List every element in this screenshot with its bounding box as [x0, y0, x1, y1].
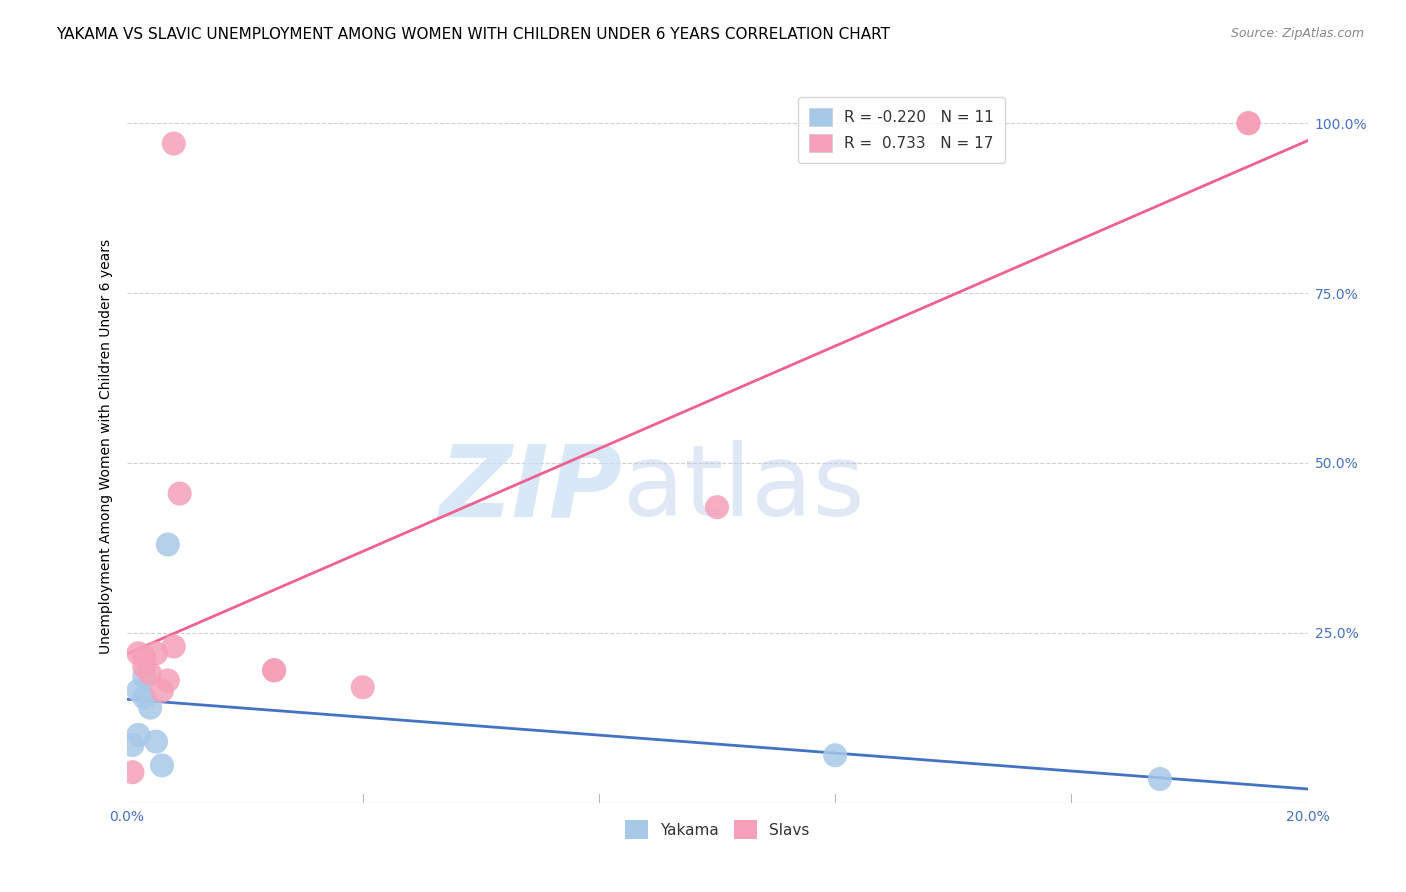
Point	[134, 690, 156, 705]
Text: Source: ZipAtlas.com: Source: ZipAtlas.com	[1230, 27, 1364, 40]
Point	[134, 670, 156, 684]
Point	[127, 728, 149, 742]
Point	[156, 537, 179, 551]
Point	[121, 738, 143, 752]
Point	[1149, 772, 1171, 786]
Point	[163, 640, 186, 654]
Point	[263, 663, 285, 677]
Point	[145, 646, 167, 660]
Point	[824, 748, 846, 763]
Point	[150, 683, 173, 698]
Point	[134, 660, 156, 674]
Point	[169, 486, 191, 500]
Point	[156, 673, 179, 688]
Text: atlas: atlas	[623, 441, 865, 537]
Text: YAKAMA VS SLAVIC UNEMPLOYMENT AMONG WOMEN WITH CHILDREN UNDER 6 YEARS CORRELATIO: YAKAMA VS SLAVIC UNEMPLOYMENT AMONG WOME…	[56, 27, 890, 42]
Point	[145, 734, 167, 748]
Point	[163, 136, 186, 151]
Point	[263, 663, 285, 677]
Point	[127, 646, 149, 660]
Point	[352, 680, 374, 694]
Point	[1237, 116, 1260, 130]
Point	[150, 758, 173, 772]
Text: ZIP: ZIP	[440, 441, 623, 537]
Y-axis label: Unemployment Among Women with Children Under 6 years: Unemployment Among Women with Children U…	[98, 238, 112, 654]
Point	[134, 649, 156, 664]
Point	[706, 500, 728, 515]
Legend: Yakama, Slavs: Yakama, Slavs	[619, 814, 815, 845]
Point	[1237, 116, 1260, 130]
Point	[139, 700, 162, 714]
Point	[139, 666, 162, 681]
Point	[121, 765, 143, 780]
Point	[127, 683, 149, 698]
